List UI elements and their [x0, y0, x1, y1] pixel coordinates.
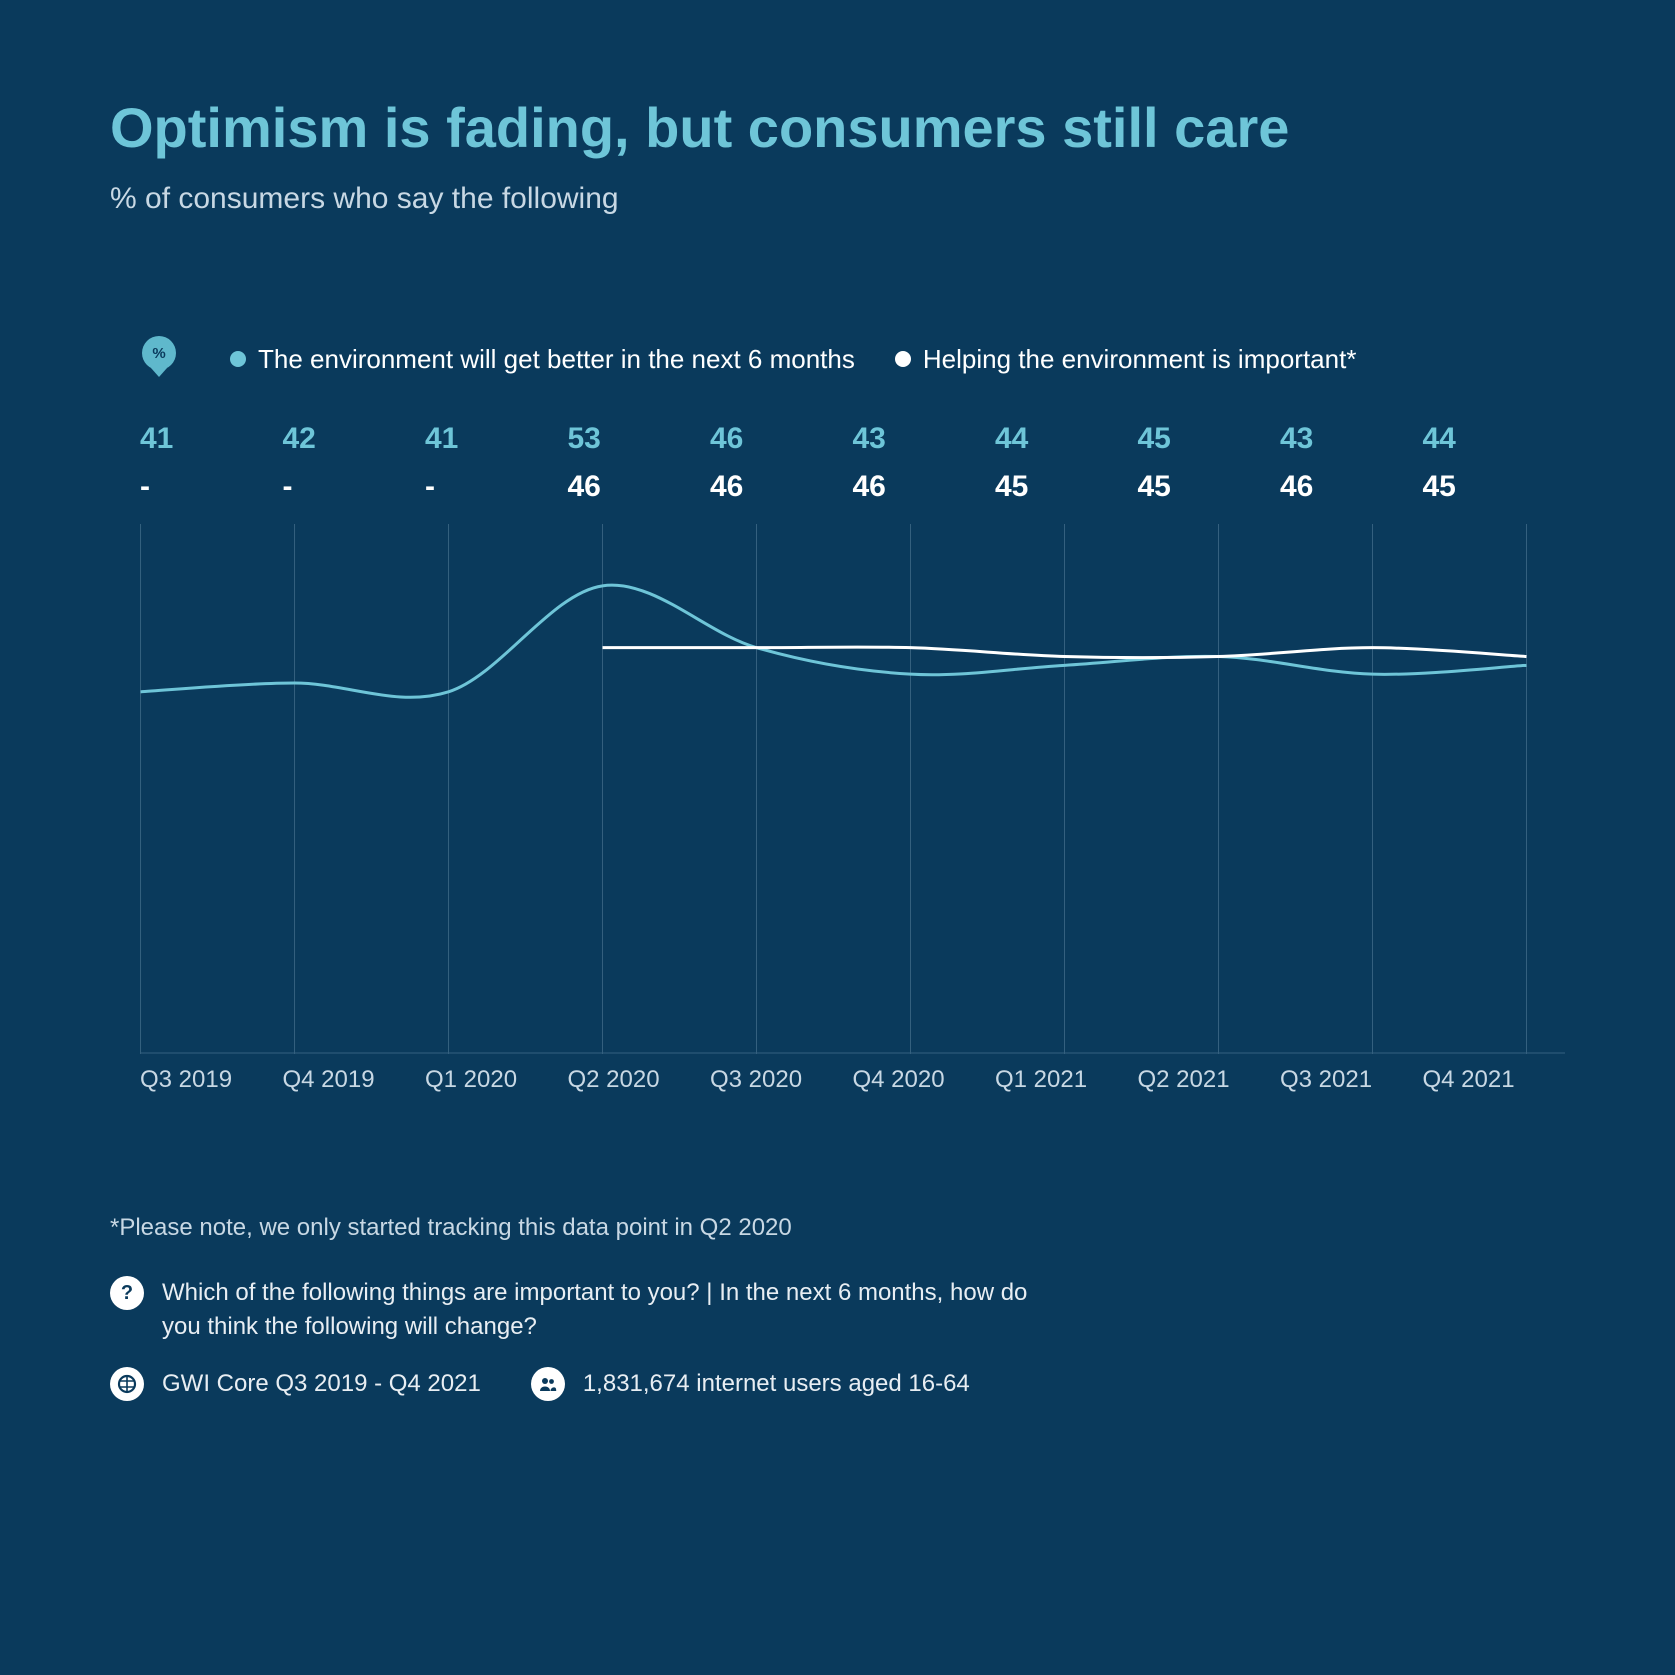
- table-cell: 44: [995, 422, 1138, 456]
- chart-subtitle: % of consumers who say the following: [110, 182, 1565, 216]
- legend-dot-icon: [230, 351, 246, 367]
- line-chart: [110, 524, 1565, 1054]
- table-cell: 45: [1138, 470, 1281, 504]
- percent-badge-icon: %: [140, 336, 178, 382]
- x-axis-label: Q4 2020: [853, 1066, 996, 1094]
- meta-sample-text: 1,831,674 internet users aged 16-64: [583, 1370, 970, 1398]
- table-cell: 46: [1280, 470, 1423, 504]
- meta-source-text: GWI Core Q3 2019 - Q4 2021: [162, 1370, 481, 1398]
- table-cell: 46: [853, 470, 996, 504]
- meta-question-text: Which of the following things are import…: [162, 1276, 1042, 1343]
- table-row: 41424153464344454344: [140, 422, 1565, 456]
- table-cell: 46: [710, 422, 853, 456]
- table-cell: 42: [283, 422, 426, 456]
- x-axis-label: Q2 2021: [1138, 1066, 1281, 1094]
- table-cell: 44: [1423, 422, 1566, 456]
- x-axis-label: Q3 2019: [140, 1066, 283, 1094]
- chart-title: Optimism is fading, but consumers still …: [110, 95, 1565, 160]
- legend-label: Helping the environment is important*: [923, 344, 1357, 375]
- table-cell: 45: [995, 470, 1138, 504]
- table-cell: -: [425, 470, 568, 504]
- table-cell: 46: [710, 470, 853, 504]
- meta-source-row: GWI Core Q3 2019 - Q4 2021 1,831,674 int…: [110, 1367, 1565, 1401]
- meta-question: ? Which of the following things are impo…: [110, 1276, 1565, 1343]
- x-axis-label: Q4 2021: [1423, 1066, 1566, 1094]
- footnote: *Please note, we only started tracking t…: [110, 1214, 1565, 1242]
- table-cell: 41: [140, 422, 283, 456]
- x-axis-label: Q4 2019: [283, 1066, 426, 1094]
- legend-dot-icon: [895, 351, 911, 367]
- legend-label: The environment will get better in the n…: [258, 344, 855, 375]
- source-icon: [110, 1367, 144, 1401]
- table-cell: 41: [425, 422, 568, 456]
- users-icon: [531, 1367, 565, 1401]
- x-axis-label: Q2 2020: [568, 1066, 711, 1094]
- table-cell: -: [140, 470, 283, 504]
- table-row: ---46464645454645: [140, 470, 1565, 504]
- legend-series-2: Helping the environment is important*: [895, 344, 1357, 375]
- legend-series-1: The environment will get better in the n…: [230, 344, 855, 375]
- x-axis-label: Q3 2021: [1280, 1066, 1423, 1094]
- table-cell: 45: [1138, 422, 1281, 456]
- table-cell: 43: [853, 422, 996, 456]
- legend: % The environment will get better in the…: [110, 336, 1565, 382]
- table-cell: 53: [568, 422, 711, 456]
- question-icon: ?: [110, 1276, 144, 1310]
- table-cell: 46: [568, 470, 711, 504]
- x-axis-label: Q3 2020: [710, 1066, 853, 1094]
- table-cell: 45: [1423, 470, 1566, 504]
- table-cell: -: [283, 470, 426, 504]
- x-axis-labels: Q3 2019Q4 2019Q1 2020Q2 2020Q3 2020Q4 20…: [110, 1066, 1565, 1094]
- x-axis-label: Q1 2020: [425, 1066, 568, 1094]
- data-value-table: 41424153464344454344 ---46464645454645: [110, 422, 1565, 504]
- chart-svg: [110, 524, 1565, 1054]
- table-cell: 43: [1280, 422, 1423, 456]
- x-axis-label: Q1 2021: [995, 1066, 1138, 1094]
